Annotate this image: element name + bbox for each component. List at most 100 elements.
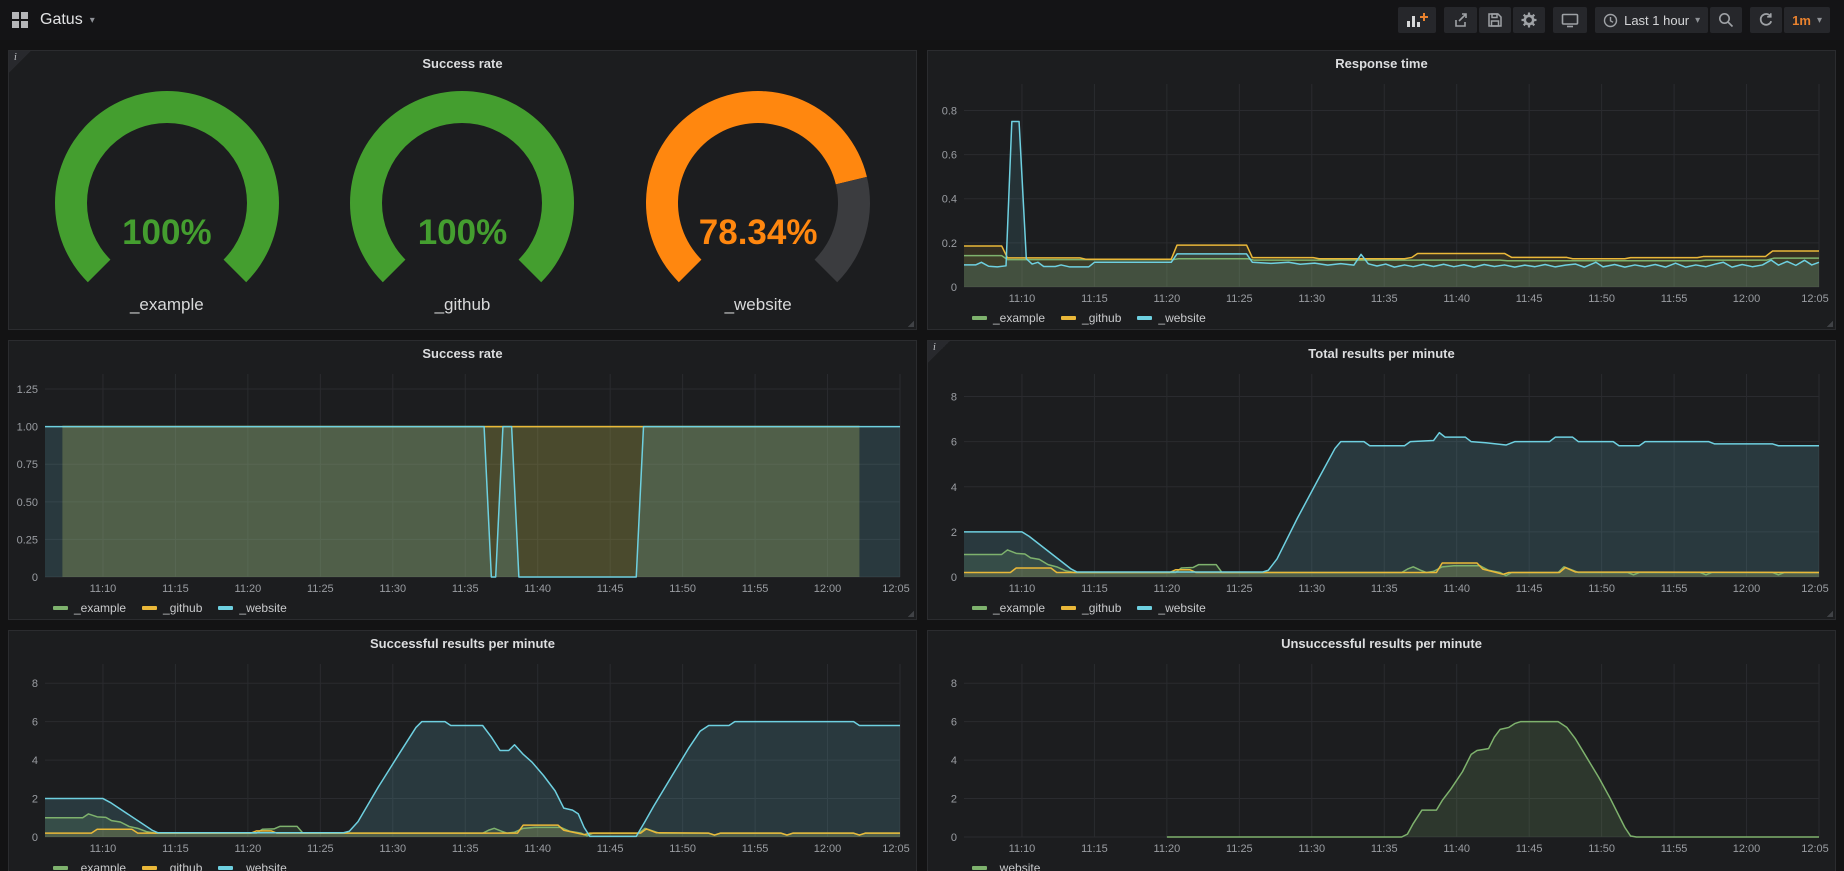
panel-title[interactable]: Response time xyxy=(928,51,1835,76)
svg-text:12:00: 12:00 xyxy=(1733,843,1761,855)
svg-text:12:00: 12:00 xyxy=(1733,583,1761,595)
svg-text:12:00: 12:00 xyxy=(814,843,842,855)
gauge-arc xyxy=(322,85,602,295)
svg-text:11:45: 11:45 xyxy=(597,843,624,855)
svg-text:11:45: 11:45 xyxy=(597,583,624,595)
refresh-button[interactable] xyxy=(1750,7,1782,33)
panel-resize-handle[interactable] xyxy=(1825,609,1833,617)
svg-text:0.25: 0.25 xyxy=(17,534,38,546)
legend-item-github[interactable]: _github xyxy=(1061,311,1121,325)
chart-unsuccessful-results[interactable]: 0246811:1011:1511:2011:2511:3011:3511:40… xyxy=(928,656,1835,857)
save-icon xyxy=(1487,12,1503,28)
add-panel-icon xyxy=(1406,12,1428,28)
share-icon xyxy=(1452,12,1469,28)
svg-text:1.00: 1.00 xyxy=(17,422,38,434)
gauge-canvas xyxy=(322,85,602,295)
panel-resize-handle[interactable] xyxy=(906,319,914,327)
legend-item-example[interactable]: _example xyxy=(972,311,1045,325)
legend-label: _website xyxy=(1158,601,1205,615)
refresh-interval-dropdown[interactable]: 1m ▾ xyxy=(1784,7,1830,33)
chart-canvas: 0246811:1011:1511:2011:2511:3011:3511:40… xyxy=(928,656,1835,857)
svg-text:11:45: 11:45 xyxy=(1516,293,1543,305)
legend-item-website[interactable]: _website xyxy=(1137,311,1205,325)
svg-text:11:40: 11:40 xyxy=(1443,293,1470,305)
svg-text:11:30: 11:30 xyxy=(1298,583,1325,595)
share-button[interactable] xyxy=(1444,7,1477,33)
svg-text:12:00: 12:00 xyxy=(814,583,842,595)
legend-color-dash xyxy=(53,866,68,870)
legend-color-dash xyxy=(53,606,68,610)
panel-title[interactable]: Success rate xyxy=(9,341,916,366)
panel-info-corner[interactable]: i xyxy=(9,51,31,73)
legend-color-dash xyxy=(1061,316,1076,320)
gauge-canvas xyxy=(618,85,898,295)
legend-label: _website xyxy=(1158,311,1205,325)
gear-icon xyxy=(1521,12,1537,28)
legend-item-example[interactable]: _example xyxy=(53,861,126,871)
legend-item-github[interactable]: _github xyxy=(1061,601,1121,615)
svg-text:11:50: 11:50 xyxy=(1588,843,1615,855)
panel-title-text: Success rate xyxy=(422,56,502,71)
svg-text:11:45: 11:45 xyxy=(1516,843,1543,855)
svg-text:2: 2 xyxy=(32,794,38,806)
legend-label: _example xyxy=(74,861,126,871)
svg-text:12:05: 12:05 xyxy=(1801,293,1829,305)
legend-item-github[interactable]: _github xyxy=(142,861,202,871)
legend-label: _example xyxy=(74,601,126,615)
svg-text:11:25: 11:25 xyxy=(1226,293,1253,305)
zoom-out-button[interactable] xyxy=(1710,7,1742,33)
svg-text:12:05: 12:05 xyxy=(882,583,910,595)
legend-item-website[interactable]: _website xyxy=(1137,601,1205,615)
legend-item-website[interactable]: _website xyxy=(218,861,286,871)
legend: _example _github _website xyxy=(928,597,1835,619)
panel-resize-handle[interactable] xyxy=(1825,319,1833,327)
gauge-label: _website xyxy=(725,295,792,315)
gauge-row: 100% _example 100% _github 78.34% _websi… xyxy=(9,76,916,329)
panel-unsuccessful-results: Unsuccessful results per minute 0246811:… xyxy=(927,630,1836,871)
dashboards-grid-icon[interactable] xyxy=(12,12,28,28)
panel-resize-handle[interactable] xyxy=(906,609,914,617)
legend-item-website[interactable]: _website xyxy=(972,861,1040,871)
settings-button[interactable] xyxy=(1513,7,1545,33)
add-panel-button[interactable] xyxy=(1398,7,1436,33)
navbar: Gatus ▾ xyxy=(0,0,1844,40)
legend-item-example[interactable]: _example xyxy=(972,601,1045,615)
legend-label: _github xyxy=(1082,311,1121,325)
chevron-down-icon: ▾ xyxy=(90,15,95,26)
svg-text:11:35: 11:35 xyxy=(1371,293,1398,305)
svg-text:0: 0 xyxy=(32,572,38,584)
dashboard-title-dropdown[interactable]: Gatus ▾ xyxy=(40,11,95,29)
time-range-picker[interactable]: Last 1 hour ▾ xyxy=(1595,7,1708,33)
legend-item-website[interactable]: _website xyxy=(218,601,286,615)
svg-text:11:55: 11:55 xyxy=(1661,583,1688,595)
legend-item-github[interactable]: _github xyxy=(142,601,202,615)
chart-response-time[interactable]: 00.20.40.60.811:1011:1511:2011:2511:3011… xyxy=(928,76,1835,307)
chart-success-rate[interactable]: 00.250.500.751.001.2511:1011:1511:2011:2… xyxy=(9,366,916,597)
time-range-label: Last 1 hour xyxy=(1624,13,1689,28)
panel-title-text: Success rate xyxy=(422,346,502,361)
tv-mode-button[interactable] xyxy=(1553,7,1587,33)
svg-text:1.25: 1.25 xyxy=(17,384,38,396)
svg-text:11:50: 11:50 xyxy=(1588,293,1615,305)
panel-title[interactable]: Total results per minute xyxy=(928,341,1835,366)
panel-title[interactable]: Success rate xyxy=(9,51,916,76)
save-button[interactable] xyxy=(1479,7,1511,33)
panel-title-text: Response time xyxy=(1335,56,1427,71)
panel-info-corner[interactable]: i xyxy=(928,341,950,363)
panel-total-results: i Total results per minute 0246811:1011:… xyxy=(927,340,1836,620)
legend-color-dash xyxy=(142,866,157,870)
chart-successful-results[interactable]: 0246811:1011:1511:2011:2511:3011:3511:40… xyxy=(9,656,916,857)
svg-text:4: 4 xyxy=(951,482,957,494)
gauge-value: 100% xyxy=(22,214,312,252)
svg-text:11:40: 11:40 xyxy=(1443,843,1470,855)
svg-text:0: 0 xyxy=(951,282,957,294)
svg-text:11:15: 11:15 xyxy=(162,583,189,595)
legend-item-example[interactable]: _example xyxy=(53,601,126,615)
panel-title[interactable]: Unsuccessful results per minute xyxy=(928,631,1835,656)
dashboard-title: Gatus xyxy=(40,11,83,29)
panel-successful-results: Successful results per minute 0246811:10… xyxy=(8,630,917,871)
svg-text:11:50: 11:50 xyxy=(669,843,696,855)
panel-title[interactable]: Successful results per minute xyxy=(9,631,916,656)
svg-text:0.8: 0.8 xyxy=(942,105,957,117)
chart-total-results[interactable]: 0246811:1011:1511:2011:2511:3011:3511:40… xyxy=(928,366,1835,597)
